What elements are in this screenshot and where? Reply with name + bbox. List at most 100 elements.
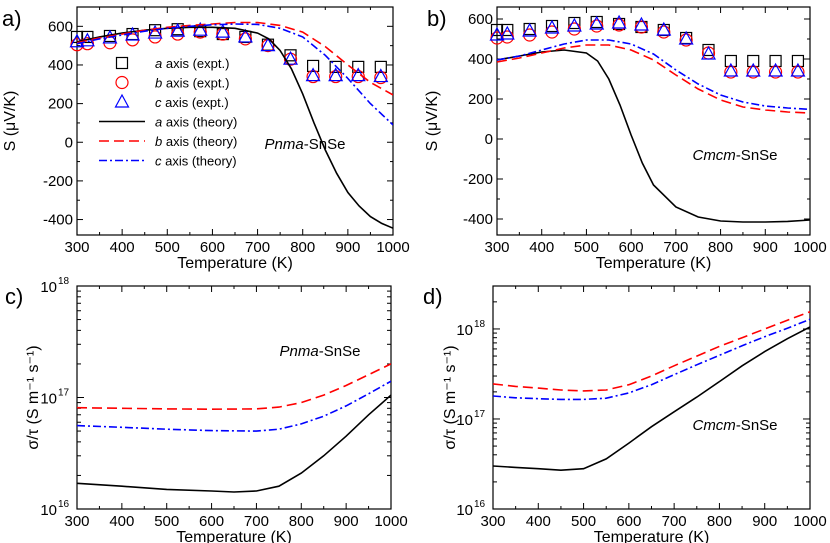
data-point-triangle [544,19,560,34]
panel-a: 300 400 500 600 700 800 900 1000 Temperature (K)… [2,6,410,272]
data-point-triangle [489,26,505,41]
data-point-square [490,23,504,37]
plot-frame [76,285,392,510]
data-point-triangle [566,17,582,32]
x-tick-label: 400 [109,513,134,530]
data-point-circle [329,69,343,84]
legend-axis-text: axis (theory) [162,154,237,169]
data-point-circle [724,65,738,79]
panel-d: 300 400 500 600 700 800 900 1000 Temperature (K)… [423,284,827,543]
data-point-triangle [656,21,672,36]
x-tick-label: 500 [154,513,179,530]
x-tick-label: 700 [244,513,269,530]
data-point-triangle [328,67,344,82]
legend-entry-label: a axis (expt.) [155,56,229,71]
y-tick-label: 200 [468,91,493,108]
y-tick-base: 10 [456,322,473,339]
panel-annotation: Cmcm-SnSe [692,147,777,164]
data-point-triangle [373,68,389,83]
legend-axis-text: axis (expt.) [162,76,229,91]
series-line-solid [497,49,810,223]
y-tick-label: -400 [463,211,493,228]
annotation-compound: -SnSe [736,417,778,434]
annotation-compound: -SnSe [736,147,778,164]
y-tick-label: 10 [40,279,57,296]
y-tick-base: 10 [40,279,57,296]
y-axis-label: S (μV/K) [2,91,19,152]
data-point-triangle [283,50,299,65]
data-point-circle [679,33,693,47]
x-tick-label: 700 [662,513,687,530]
x-tick-label: 600 [619,239,644,256]
data-point-circle [657,25,671,39]
legend: a axis (expt.)b axis (expt.)c axis (expt… [99,56,237,169]
annotation-phase: Cmcm [692,417,735,434]
data-point-circle [634,20,649,34]
y-tick-label: 0 [485,131,493,148]
data-point-circle [374,70,388,85]
panel-c: 300 400 500 600 700 800 900 1000 Temperature (K)… [5,276,408,543]
x-tick-label: 800 [707,513,732,530]
x-tick-label: 400 [529,239,554,256]
legend-axis-letter: a [155,115,162,130]
series-line-dashed [493,311,810,392]
x-axis-label: Temperature (K) [594,529,710,543]
panel-annotation: Pnma-SnSe [265,136,346,153]
data-point-circle [171,27,185,41]
y-tick-exponent: 16 [474,499,486,510]
data-point-triangle [768,62,784,77]
data-point-circle [306,69,320,84]
y-tick-base: 10 [456,502,473,519]
data-point-triangle [633,16,649,31]
y-tick-label: 600 [468,11,493,28]
x-tick-label: 800 [289,513,314,530]
data-point-triangle [723,62,739,77]
panel-annotation: Pnma-SnSe [280,343,361,360]
plot-frame [496,6,811,236]
x-tick-label: 900 [334,513,359,530]
y-tick-label: 600 [48,18,73,35]
data-point-triangle [790,62,806,77]
data-point-triangle [215,23,231,38]
data-point-triangle [192,21,208,36]
x-tick-label: 1000 [376,239,409,256]
series-line-dashed [497,44,810,114]
panel-label: b) [427,6,447,31]
legend-axis-text: axis (expt.) [162,56,229,71]
series-line-solid [77,394,391,493]
series-line-dashdot [77,380,391,432]
x-tick-label: 600 [199,513,224,530]
y-tick-base: 10 [456,412,473,429]
data-point-square [284,49,297,62]
data-point-circle [238,32,252,46]
annotation-phase: Cmcm [692,147,735,164]
y-tick-label: 10 [40,502,57,519]
y-tick-label: 200 [48,96,73,113]
panel-label: a) [2,6,22,31]
legend-axis-letter: a [155,56,162,71]
legend-axis-letter: b [155,76,162,91]
panel-annotation: Cmcm-SnSe [692,417,777,434]
legend-marker-circle [115,75,129,90]
y-tick-base: 10 [40,502,57,519]
data-point-square [352,60,365,73]
x-tick-label: 400 [526,513,551,530]
legend-entry-label: c axis (expt.) [155,95,229,110]
y-tick-exponent: 16 [58,499,70,510]
data-point-triangle [147,24,163,39]
legend-marker-square [115,56,129,70]
x-tick-label: 300 [484,239,509,256]
legend-axis-letter: c [155,154,162,169]
x-tick-label: 800 [708,239,733,256]
x-tick-label: 1000 [374,513,407,530]
x-tick-label: 1000 [793,513,826,530]
x-tick-label: 900 [752,513,777,530]
x-tick-label: 1000 [793,239,826,256]
y-tick-exponent: 17 [474,409,486,420]
legend-axis-letter: c [155,95,162,110]
legend-entry-label: b axis (theory) [155,134,237,149]
data-point-square [374,60,387,73]
legend-axis-text: axis (expt.) [162,95,229,110]
panel-label: c) [5,284,23,309]
